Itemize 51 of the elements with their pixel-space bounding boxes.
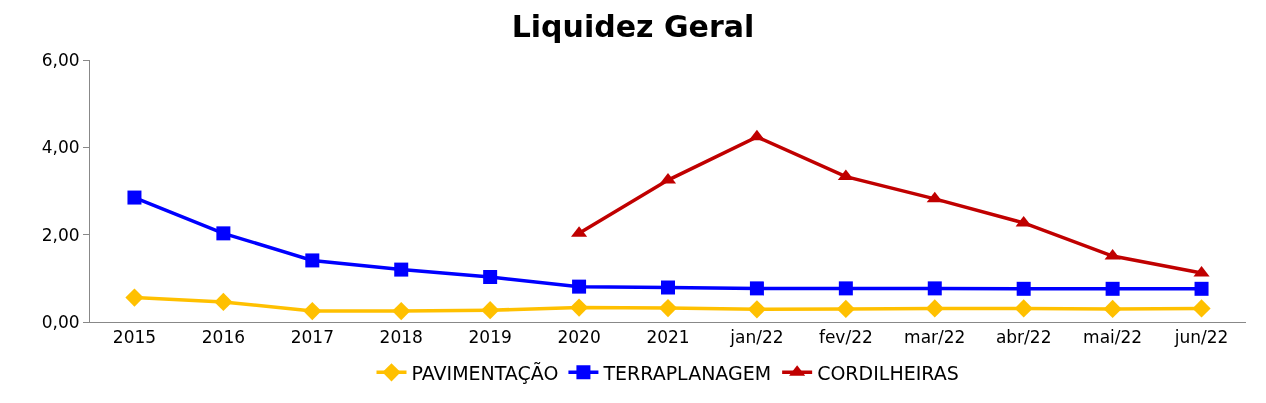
x-tick-label: 2021 [646, 327, 690, 348]
point [214, 292, 233, 312]
point [483, 270, 498, 285]
point [303, 301, 322, 321]
point [1105, 281, 1120, 296]
point [1194, 281, 1209, 296]
chart-title: Liquidez Geral [511, 9, 755, 45]
x-tick-label: mai/22 [1083, 327, 1143, 348]
point [837, 169, 854, 181]
point [749, 281, 764, 296]
point [836, 299, 855, 318]
legend-label: PAVIMENTAÇÃO [411, 361, 559, 384]
y-tick-label: 4,00 [41, 137, 80, 158]
point [125, 288, 144, 307]
y-tick-label: 6,00 [41, 49, 80, 70]
point [925, 299, 944, 318]
x-tick-label: mar/22 [904, 327, 966, 348]
point [1016, 281, 1031, 296]
point [1192, 299, 1211, 318]
y-tick-label: 2,00 [41, 224, 80, 245]
x-tick-label: jan/22 [729, 327, 784, 348]
point [392, 301, 411, 321]
point [747, 300, 767, 319]
point [1014, 299, 1033, 318]
point [661, 280, 675, 295]
x-tick-label: 2018 [379, 327, 423, 348]
x-tick-label: fev/22 [818, 327, 873, 348]
point [1015, 215, 1032, 227]
point [838, 281, 853, 296]
x-tick-label: 2016 [201, 327, 246, 348]
legend-label: CORDILHEIRAS [817, 361, 959, 384]
point [748, 129, 765, 141]
point [927, 281, 942, 296]
point [1103, 299, 1122, 318]
point [127, 190, 142, 205]
x-tick-label: 2019 [468, 327, 512, 348]
point [572, 279, 587, 294]
point [481, 301, 500, 320]
point [394, 262, 409, 277]
point [305, 253, 320, 268]
point [658, 298, 678, 318]
x-tick-label: jun/22 [1173, 327, 1229, 348]
legend-label: TERRAPLANAGEM [602, 361, 772, 384]
point [216, 226, 231, 241]
x-tick-label: abr/22 [995, 327, 1052, 348]
point [926, 191, 943, 203]
x-tick-label: 2020 [557, 327, 601, 348]
x-tick-label: 2015 [112, 327, 157, 348]
point [569, 298, 589, 317]
x-tick-label: 2017 [290, 327, 334, 348]
y-tick-label: 0,00 [41, 311, 80, 332]
